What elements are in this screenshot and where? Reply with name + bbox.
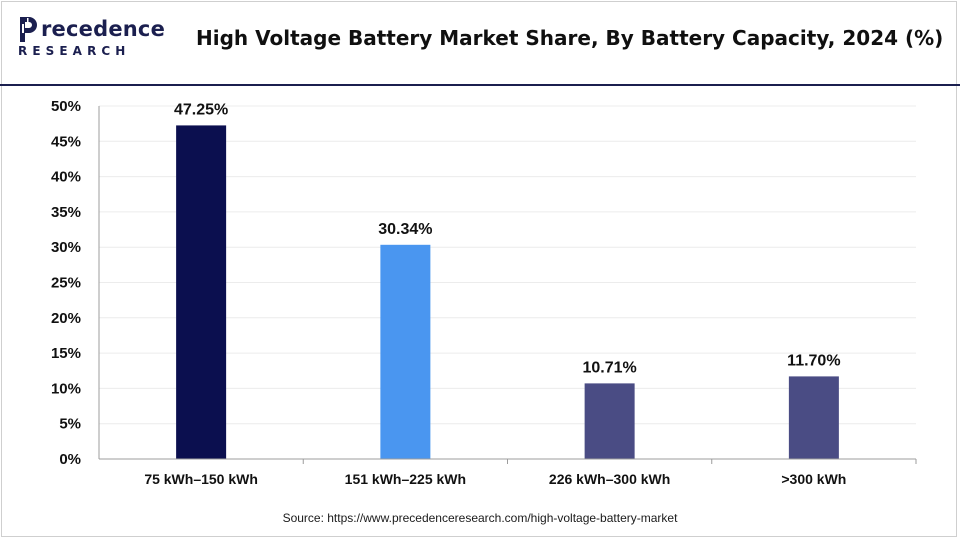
y-tick-label: 45% — [51, 133, 81, 150]
y-tick-label: 50% — [51, 98, 81, 115]
bar — [176, 125, 227, 459]
bar — [788, 376, 839, 459]
grid-layer — [99, 105, 916, 425]
source-note: Source: https://www.precedenceresearch.c… — [282, 511, 678, 525]
bar — [584, 383, 635, 459]
y-tick-label: 30% — [51, 239, 81, 256]
y-tick-label: 25% — [51, 275, 81, 292]
data-label: 47.25% — [174, 101, 228, 118]
data-label: 10.71% — [582, 359, 636, 376]
data-label: 11.70% — [787, 352, 840, 369]
bar — [380, 244, 431, 459]
logo-p-icon — [20, 17, 37, 42]
logo-subtitle: RESEARCH — [18, 44, 131, 58]
y-tick-label: 5% — [59, 416, 81, 433]
y-tick-label: 0% — [59, 451, 81, 468]
y-tick-label: 35% — [51, 204, 81, 221]
brand-logo: recedence RESEARCH — [17, 14, 167, 66]
x-tick-label: 151 kWh–225 kWh — [345, 471, 466, 487]
chart-title: High Voltage Battery Market Share, By Ba… — [196, 26, 944, 50]
x-tick-label: >300 kWh — [781, 471, 846, 487]
y-tick-label: 10% — [51, 380, 81, 397]
data-label: 30.34% — [378, 221, 432, 238]
x-tick-label: 75 kWh–150 kWh — [144, 471, 258, 487]
y-tick-label: 15% — [51, 345, 81, 362]
logo-top: recedence — [17, 14, 165, 44]
header: recedence RESEARCH High Voltage Battery … — [0, 0, 960, 84]
y-tick-label: 40% — [51, 169, 81, 186]
axis-layer: 0% 5% 10% 15% 20% 25% 30% 35% 40% 45% 50% 75 kWh–15… — [51, 98, 917, 487]
bar-layer — [176, 125, 839, 459]
logo-wordmark: recedence — [41, 16, 166, 41]
y-tick-label: 20% — [51, 310, 81, 327]
header-divider — [0, 84, 960, 86]
label-layer: 47.25% 30.34% 10.71% 11.70% — [174, 101, 841, 376]
x-tick-label: 226 kWh–300 kWh — [549, 471, 670, 487]
